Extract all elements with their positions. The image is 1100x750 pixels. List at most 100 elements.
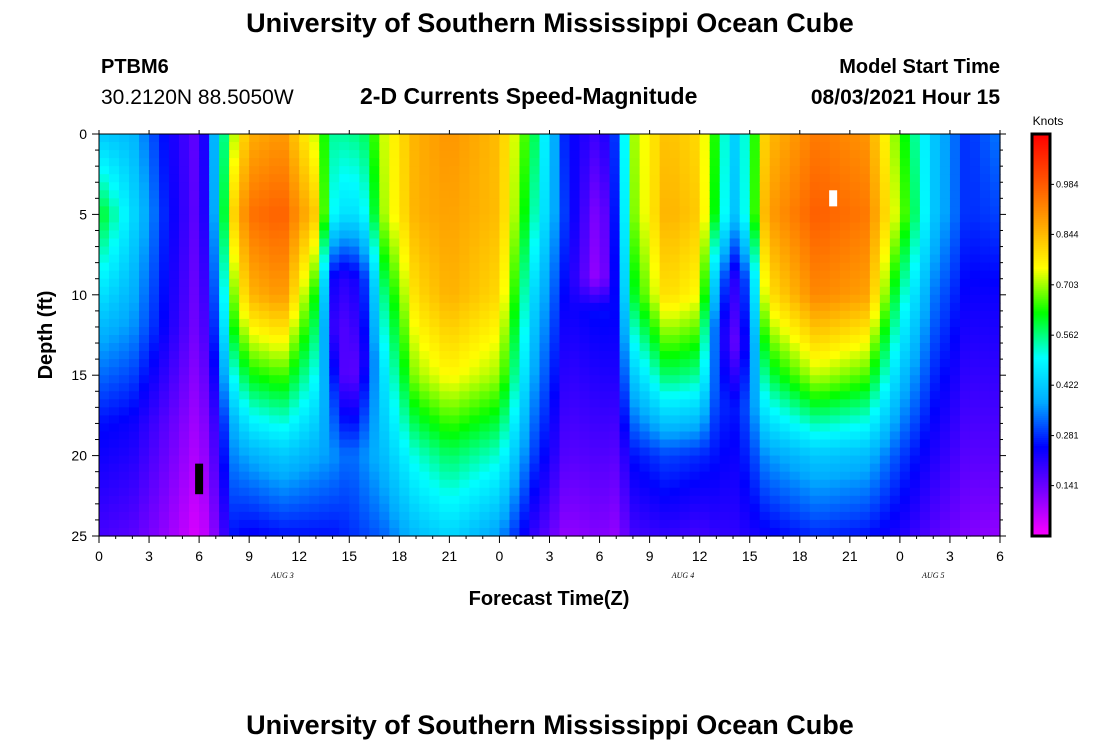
heatmap-cell (539, 383, 551, 392)
heatmap-cell (359, 439, 370, 449)
heatmap-cell (609, 455, 621, 465)
heatmap-cell (599, 527, 611, 537)
heatmap-cell (839, 479, 851, 489)
heatmap-cell (519, 463, 531, 473)
heatmap-cell (529, 439, 541, 449)
heatmap-cell (599, 198, 611, 207)
heatmap-cell (289, 463, 300, 473)
heatmap-cell (349, 238, 360, 248)
heatmap-cell (649, 439, 661, 449)
heatmap-cell (159, 511, 170, 521)
heatmap-cell (559, 479, 571, 489)
heatmap-cell (609, 463, 621, 473)
heatmap-cell (429, 262, 440, 272)
heatmap-cell (889, 190, 901, 199)
heatmap-cell (179, 439, 190, 449)
heatmap-cell (899, 190, 911, 199)
heatmap-cell (809, 294, 821, 304)
heatmap-cell (259, 182, 270, 191)
heatmap-cell (259, 206, 270, 215)
heatmap-cell (989, 367, 1001, 376)
heatmap-cell (499, 286, 511, 296)
heatmap-cell (139, 351, 150, 360)
heatmap-cell (989, 439, 1001, 449)
heatmap-cell (549, 335, 561, 344)
heatmap-cell (99, 527, 110, 537)
heatmap-cell (669, 439, 681, 449)
heatmap-cell (119, 471, 130, 481)
heatmap-cell (329, 455, 340, 465)
heatmap-cell (869, 318, 881, 328)
heatmap-cell (599, 399, 611, 408)
heatmap-cell (529, 383, 541, 392)
heatmap-cell (409, 479, 420, 489)
heatmap-cell (969, 527, 981, 537)
heatmap-cell (719, 423, 731, 433)
colorbar-swatch (1032, 328, 1050, 332)
heatmap-cell (319, 310, 330, 320)
heatmap-cell (129, 383, 140, 392)
heatmap-cell (779, 495, 791, 505)
heatmap-cell (519, 343, 531, 352)
heatmap-cell (279, 375, 290, 384)
heatmap-cell (649, 335, 661, 344)
heatmap-cell (649, 479, 661, 489)
colorbar-swatch (1032, 266, 1050, 270)
heatmap-cell (499, 447, 511, 457)
heatmap-cell (149, 479, 160, 489)
heatmap-cell (139, 511, 150, 521)
heatmap-cell (709, 527, 721, 537)
heatmap-cell (469, 278, 481, 288)
heatmap-cell (309, 142, 320, 151)
heatmap-cell (569, 286, 581, 296)
heatmap-cell (179, 447, 190, 457)
heatmap-cell (679, 166, 691, 175)
heatmap-cell (749, 463, 761, 473)
heatmap-cell (149, 399, 160, 408)
heatmap-cell (599, 471, 611, 481)
heatmap-cell (649, 206, 661, 215)
heatmap-cell (119, 294, 130, 304)
heatmap-cell (909, 206, 921, 215)
heatmap-cell (169, 471, 180, 481)
heatmap-cell (929, 359, 941, 368)
heatmap-cell (739, 326, 751, 336)
heatmap-cell (109, 182, 120, 191)
heatmap-cell (379, 206, 390, 215)
heatmap-cell (369, 294, 380, 304)
heatmap-cell (949, 222, 961, 232)
heatmap-cell (489, 150, 501, 159)
heatmap-cell (759, 511, 771, 521)
heatmap-cell (659, 479, 671, 489)
heatmap-cell (689, 343, 701, 352)
heatmap-cell (529, 286, 541, 296)
heatmap-cell (259, 198, 270, 207)
heatmap-cell (429, 335, 440, 344)
heatmap-cell (759, 222, 771, 232)
heatmap-cell (269, 326, 280, 336)
heatmap-cell (809, 206, 821, 215)
heatmap-cell (719, 519, 731, 529)
heatmap-cell (229, 198, 240, 207)
heatmap-cell (319, 230, 330, 240)
heatmap-cell (239, 335, 250, 344)
heatmap-cell (559, 166, 571, 175)
heatmap-cell (269, 527, 280, 537)
heatmap-cell (339, 302, 350, 312)
heatmap-cell (639, 375, 651, 384)
heatmap-cell (659, 166, 671, 175)
heatmap-cell (759, 270, 771, 280)
heatmap-cell (939, 278, 951, 288)
heatmap-cell (459, 375, 471, 384)
heatmap-cell (879, 182, 891, 191)
heatmap-cell (899, 351, 911, 360)
heatmap-cell (109, 214, 120, 224)
heatmap-cell (649, 150, 661, 159)
colorbar-swatch (1032, 208, 1050, 211)
heatmap-cell (839, 294, 851, 304)
heatmap-cell (489, 471, 501, 481)
heatmap-cell (259, 158, 270, 167)
heatmap-cell (549, 439, 561, 449)
heatmap-cell (879, 318, 891, 328)
